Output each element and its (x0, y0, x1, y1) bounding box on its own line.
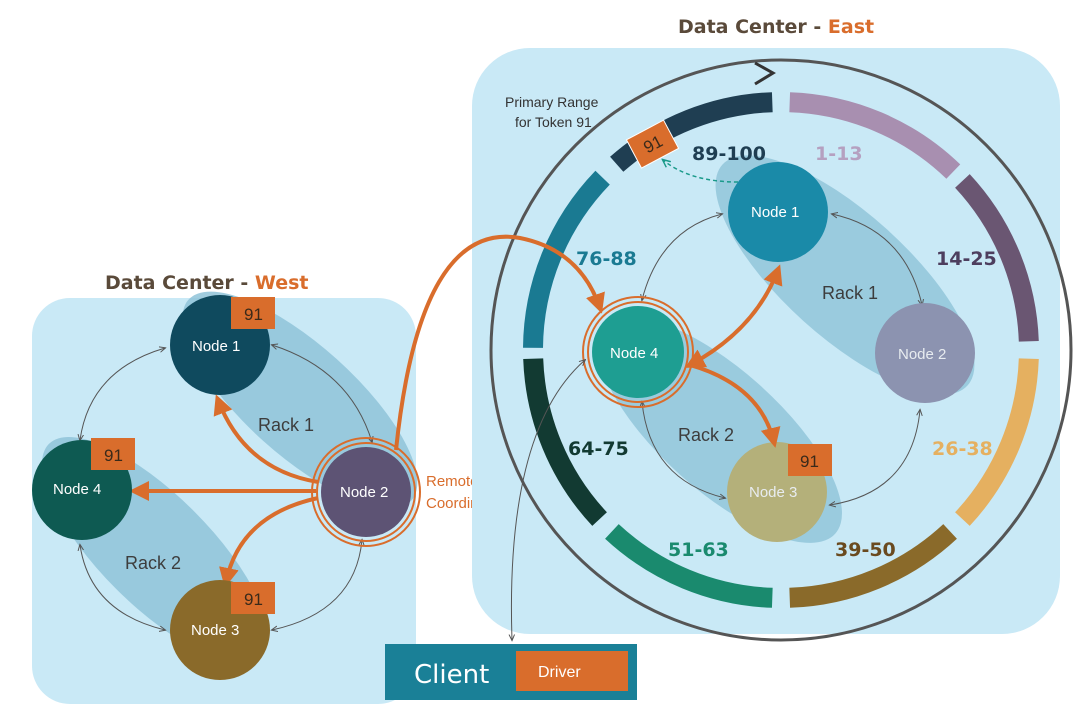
east-node1-label: Node 1 (751, 204, 799, 221)
west-node4-label: Node 4 (53, 481, 101, 498)
ring-seg-39-50 (789, 524, 957, 608)
east-data-center: Data Center - East Rack 1 Rack 2 Node 1 … (472, 16, 1073, 642)
west-arrow-n4-n3 (80, 545, 165, 630)
east-arrow-n1-n4 (642, 214, 722, 300)
ring-seg-76-88 (523, 170, 610, 348)
range-label-89-100: 89-100 (692, 143, 766, 165)
west-node2-coordinator[interactable] (311, 437, 421, 547)
east-node2-label: Node 2 (898, 346, 946, 363)
west-rack1-label: Rack 1 (258, 415, 314, 435)
west-arrow-n3-n2 (272, 540, 362, 630)
east-arrow-n4-n3 (642, 402, 725, 498)
west-data-center: Data Center - West Rack 1 Rack 2 Node 1 … (32, 272, 504, 704)
east-n4-to-n3 (689, 363, 781, 448)
range-label-51-63: 51-63 (668, 539, 729, 561)
west-coord-to-n3 (219, 496, 319, 588)
client-box[interactable]: Client Driver (385, 644, 637, 700)
primary-range-label: Primary Range for Token 91 (505, 94, 602, 130)
range-label-1-13: 1-13 (815, 143, 863, 165)
west-node2-label: Node 2 (340, 484, 388, 501)
ring-seg-14-25 (955, 174, 1039, 342)
range-label-76-88: 76-88 (576, 248, 637, 270)
ring-token-badge: 91 (625, 119, 680, 169)
west-node3-badge-text: 91 (244, 590, 263, 609)
east-arrow-n3-n2 (830, 410, 920, 505)
west-node1-label: Node 1 (192, 338, 240, 355)
ring-seg-51-63 (605, 524, 773, 608)
east-node4-label: Node 4 (610, 345, 658, 362)
cross-dc-arrow (394, 234, 605, 451)
east-node1-circle[interactable] (728, 162, 828, 262)
ring-seg-26-38 (955, 358, 1039, 526)
west-coord-to-n1 (213, 394, 319, 484)
west-node3-label: Node 3 (191, 622, 239, 639)
west-node3-badge (231, 582, 275, 614)
west-node4-badge (91, 438, 135, 470)
client-label: Client (414, 660, 489, 690)
west-node4-badge-text: 91 (104, 446, 123, 465)
west-title: Data Center - West (105, 272, 308, 294)
west-arrow-n1-n4 (80, 348, 165, 440)
token-ring-arrowhead (754, 61, 776, 86)
east-node3-badge (788, 444, 832, 476)
range-label-64-75: 64-75 (568, 438, 629, 460)
east-rack1-label: Rack 1 (822, 283, 878, 303)
east-title: Data Center - East (678, 16, 874, 38)
east-arrow-n1-n2 (832, 214, 922, 305)
driver-label: Driver (538, 664, 581, 681)
client-to-east-node4-arrow (511, 360, 585, 640)
token-ring-outer (489, 58, 1073, 642)
ring-seg-1-13 (789, 92, 961, 179)
east-rack2-label: Rack 2 (678, 425, 734, 445)
east-n4-to-n1 (684, 264, 783, 368)
range-label-14-25: 14-25 (936, 248, 997, 270)
west-rack2-label: Rack 2 (125, 553, 181, 573)
primary-range-arrow (663, 160, 739, 183)
east-node3-label: Node 3 (749, 484, 797, 501)
range-label-26-38: 26-38 (932, 438, 993, 460)
range-label-39-50: 39-50 (835, 539, 896, 561)
west-node1-badge-text: 91 (244, 305, 263, 324)
driver-box[interactable] (516, 651, 628, 691)
east-node3-badge-text: 91 (800, 452, 819, 471)
west-node1-badge (231, 297, 275, 329)
west-arrow-n1-n2 (272, 345, 372, 442)
ring-segments (523, 92, 1039, 608)
east-node2-circle[interactable] (875, 303, 975, 403)
